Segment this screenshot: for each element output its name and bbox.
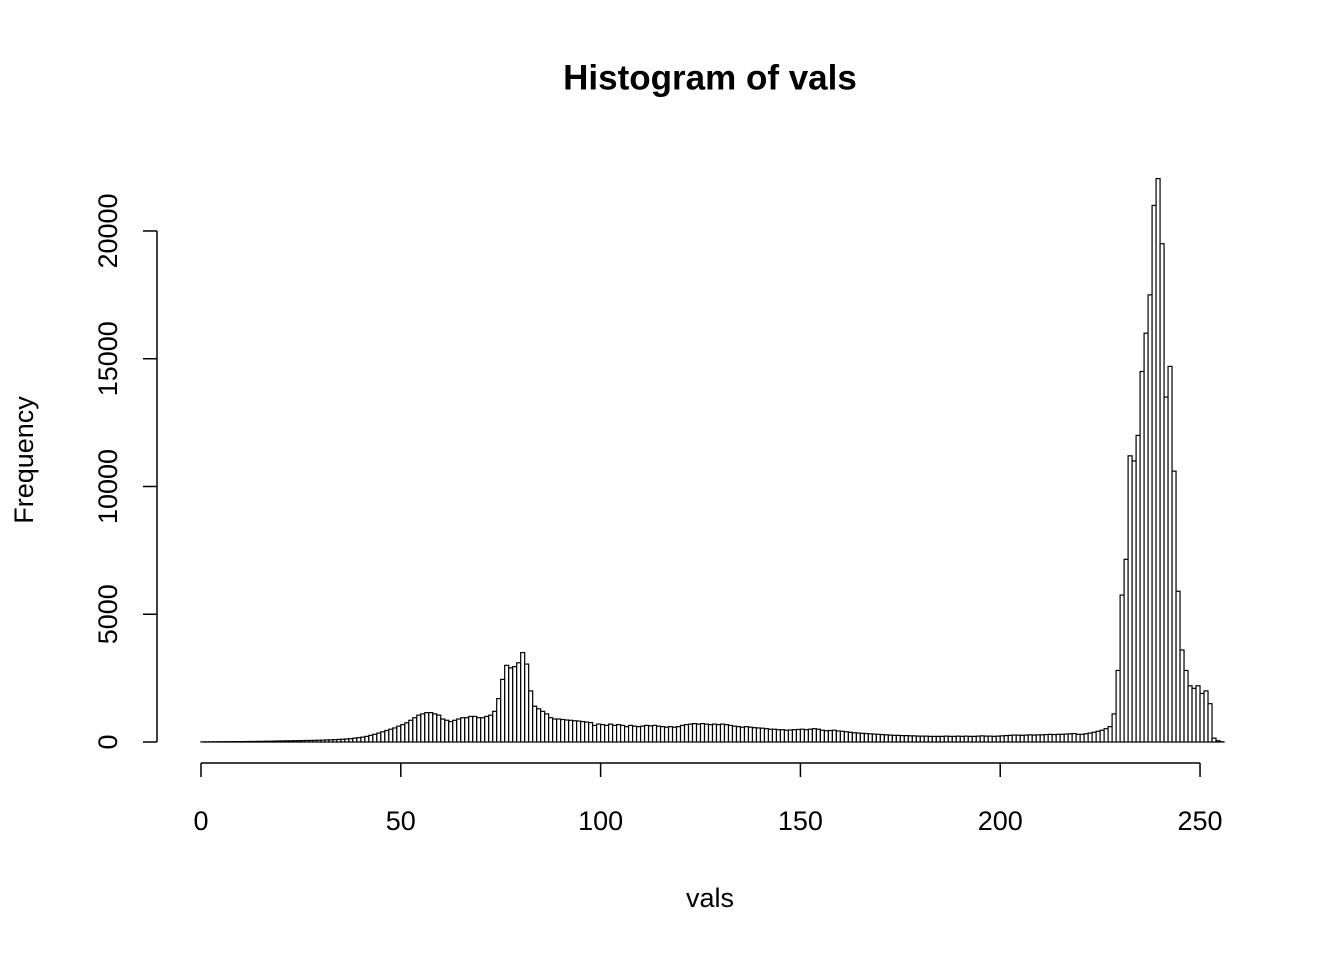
y-tick-label: 15000 [93, 321, 123, 396]
x-tick-label: 0 [193, 806, 208, 836]
x-tick-label: 150 [778, 806, 823, 836]
x-tick-label: 100 [578, 806, 623, 836]
chart-title: Histogram of vals [563, 58, 857, 97]
x-tick-label: 250 [1177, 806, 1222, 836]
y-tick-label: 20000 [93, 193, 123, 268]
y-axis-label: Frequency [9, 396, 39, 524]
x-axis-label: vals [686, 883, 734, 913]
y-tick-label: 5000 [93, 584, 123, 644]
bar [1211, 737, 1217, 743]
y-tick-label: 0 [93, 734, 123, 749]
x-tick-label: 200 [978, 806, 1023, 836]
bar [1207, 703, 1213, 743]
y-tick-label: 10000 [93, 449, 123, 524]
x-tick-label: 50 [386, 806, 416, 836]
